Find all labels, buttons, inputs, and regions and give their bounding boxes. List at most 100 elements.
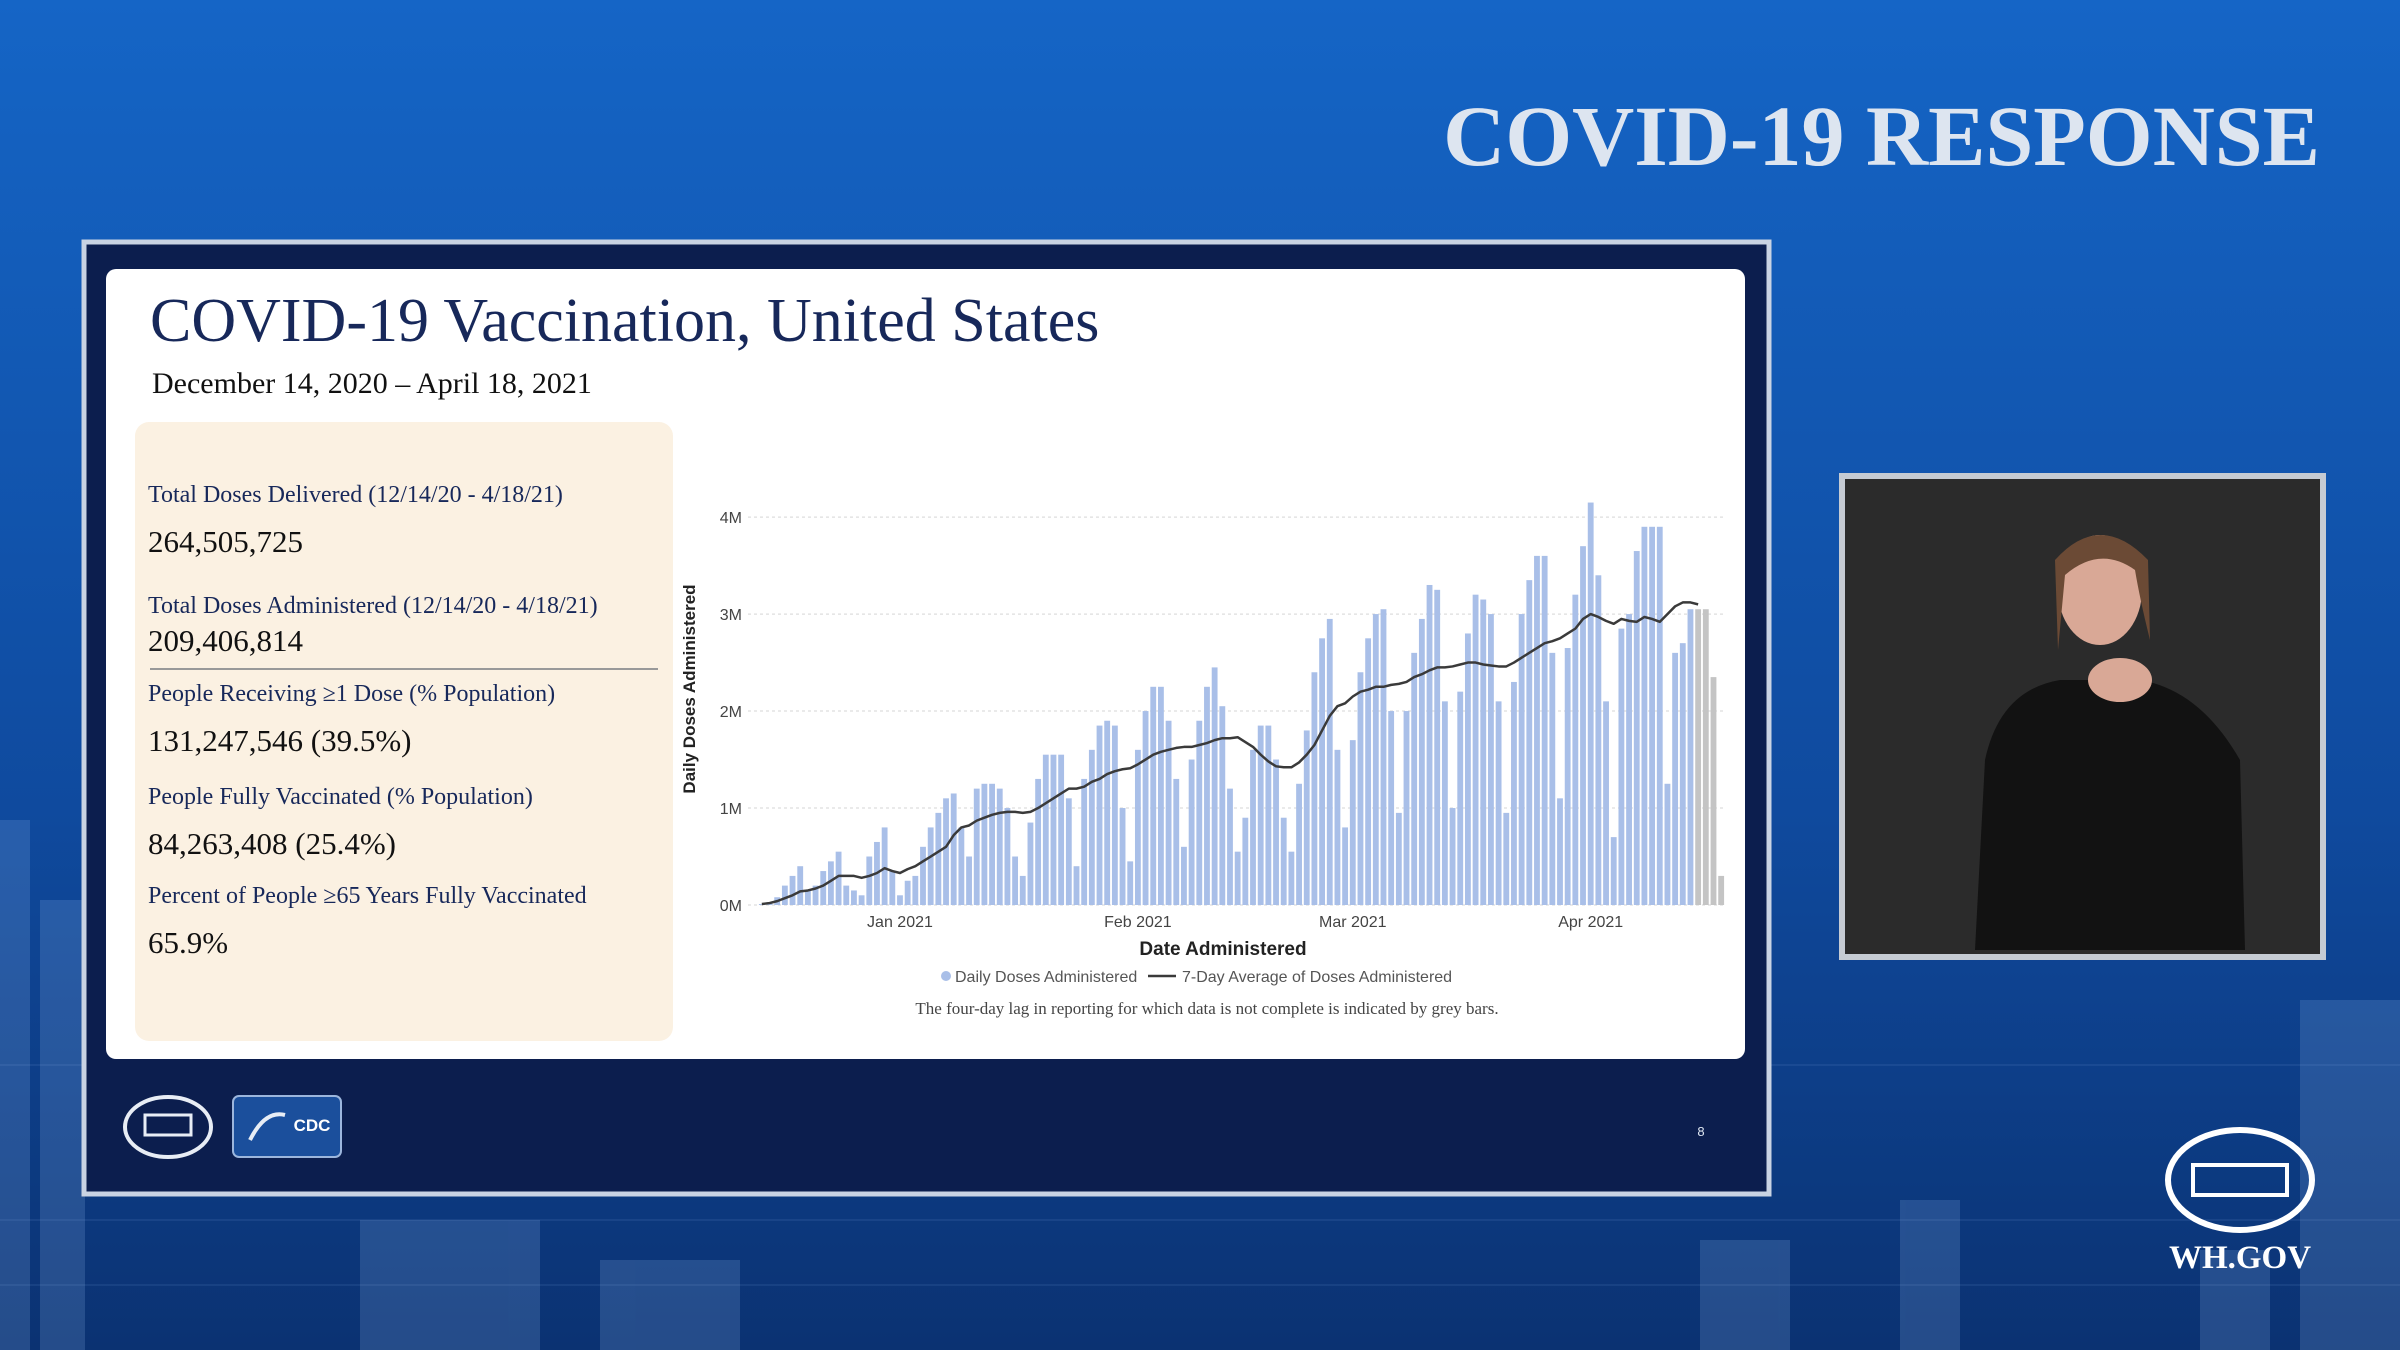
stat-value: 264,505,725 [148, 524, 303, 559]
cdc-logo [232, 1095, 342, 1158]
bar [1365, 638, 1372, 905]
bar [827, 861, 834, 905]
bar [1326, 618, 1333, 905]
wh-gov-text: WH.GOV [2169, 1240, 2311, 1276]
bar [1549, 652, 1556, 905]
bar [1656, 526, 1663, 905]
bar [1081, 778, 1088, 905]
bar [804, 890, 811, 905]
bar [1649, 526, 1656, 905]
stat-value: 209,406,814 [148, 623, 304, 658]
bar [904, 880, 911, 905]
bar [1441, 701, 1448, 905]
bar [1019, 875, 1026, 905]
bar [1280, 817, 1287, 905]
bar [1434, 589, 1441, 905]
legend-swatch [941, 971, 951, 981]
bar [1119, 808, 1126, 905]
x-tick-label: Jan 2021 [867, 914, 933, 931]
bar [1127, 861, 1134, 905]
chart: Daily Doses Administered Date Administer… [680, 502, 1725, 1018]
bar [1188, 759, 1195, 905]
bar [866, 856, 873, 905]
y-tick-label: 3M [720, 607, 742, 624]
bar [1150, 686, 1157, 905]
bar [1464, 633, 1471, 905]
bar [1173, 778, 1180, 905]
bar [897, 895, 903, 905]
bar [1372, 614, 1379, 905]
stat-label: People Receiving ≥1 Dose (% Population) [148, 681, 555, 707]
bar [1480, 599, 1487, 905]
bar [1042, 754, 1049, 905]
bar [1035, 778, 1042, 905]
stat-label: Total Doses Administered (12/14/20 - 4/1… [148, 593, 598, 619]
bar [1534, 555, 1540, 905]
bar [758, 904, 765, 905]
bar [1004, 808, 1011, 905]
white-house-icon [143, 1113, 193, 1137]
stats: Total Doses Delivered (12/14/20 - 4/18/2… [148, 482, 658, 960]
bar [1250, 749, 1256, 905]
bar [1449, 808, 1456, 905]
bar [935, 812, 942, 905]
bar [966, 856, 972, 905]
x-tick-label: Feb 2021 [1104, 914, 1172, 931]
wh-logo-oval [2165, 1127, 2315, 1233]
bar [1012, 856, 1019, 905]
bar [789, 875, 796, 905]
bar [1319, 638, 1325, 905]
bar [1411, 652, 1418, 905]
bar [1587, 502, 1594, 905]
bar [1664, 783, 1671, 905]
bar [927, 827, 934, 905]
bar [1633, 551, 1640, 905]
bar [1626, 614, 1632, 905]
bar [1303, 730, 1310, 905]
y-tick-label: 2M [720, 704, 742, 721]
bar [797, 866, 804, 905]
bar [1104, 720, 1111, 905]
bar [1227, 788, 1233, 905]
bar [1718, 875, 1725, 905]
hhs-icon [248, 1112, 286, 1141]
x-tick-label: Mar 2021 [1319, 914, 1387, 931]
bar [1334, 749, 1341, 905]
bar [1541, 555, 1548, 905]
skyline [0, 820, 2400, 1350]
bar [920, 846, 926, 905]
bar [1219, 706, 1226, 905]
bar [889, 871, 896, 905]
bar [1572, 594, 1579, 905]
bar [1296, 783, 1302, 905]
average-line [761, 601, 1699, 906]
slide-subtitle: December 14, 2020 – April 18, 2021 [152, 367, 592, 400]
bar [1710, 677, 1717, 905]
bar [1211, 667, 1218, 905]
y-tick-label: 0M [720, 898, 742, 915]
bar [1342, 827, 1349, 905]
stat-value: 84,263,408 (25.4%) [148, 826, 396, 861]
bar [1357, 672, 1364, 905]
bar [1050, 754, 1057, 905]
interpreter-video [1839, 473, 2326, 960]
bar [1426, 584, 1433, 905]
bar [1388, 711, 1395, 905]
stat-label: Percent of People ≥65 Years Fully Vaccin… [148, 883, 587, 909]
bar [1027, 822, 1034, 905]
x-axis-title: Date Administered [1139, 939, 1306, 960]
bar [1695, 609, 1702, 905]
bar [1311, 672, 1318, 905]
stat-value: 65.9% [148, 925, 228, 960]
bar [1488, 614, 1494, 905]
interpreter-body [1975, 680, 2245, 950]
bar [881, 827, 888, 905]
bar [1181, 846, 1187, 905]
bar [1472, 594, 1479, 905]
bar [1065, 798, 1072, 905]
bar [973, 788, 980, 905]
bar [1234, 851, 1241, 905]
x-tick-label: Apr 2021 [1558, 914, 1623, 931]
bar [851, 890, 857, 905]
page-number: 8 [1697, 1124, 1704, 1139]
